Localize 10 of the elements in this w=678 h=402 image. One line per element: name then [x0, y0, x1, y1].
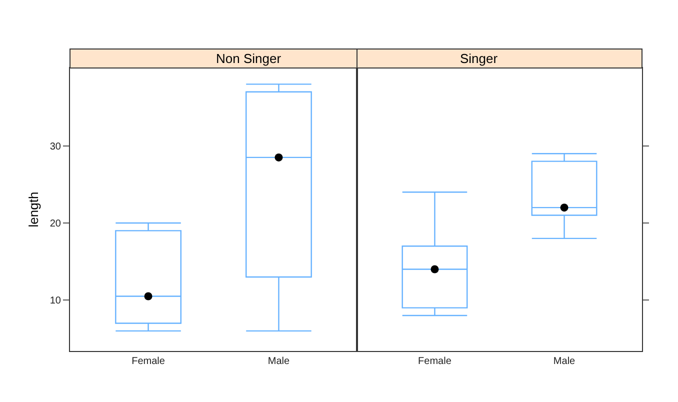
x-tick-label: Male: [553, 356, 576, 367]
y-tick-label: 10: [50, 296, 62, 307]
y-tick-label: 20: [50, 218, 62, 230]
x-tick-label: Female: [132, 356, 166, 367]
y-axis-title: length: [26, 192, 41, 228]
x-tick-label: Male: [268, 356, 290, 367]
y-tick-label: 30: [50, 141, 62, 152]
chart-title: Singer: [460, 51, 498, 66]
x-tick-label: Female: [418, 356, 452, 367]
chart-title: Non Singer: [216, 51, 282, 66]
